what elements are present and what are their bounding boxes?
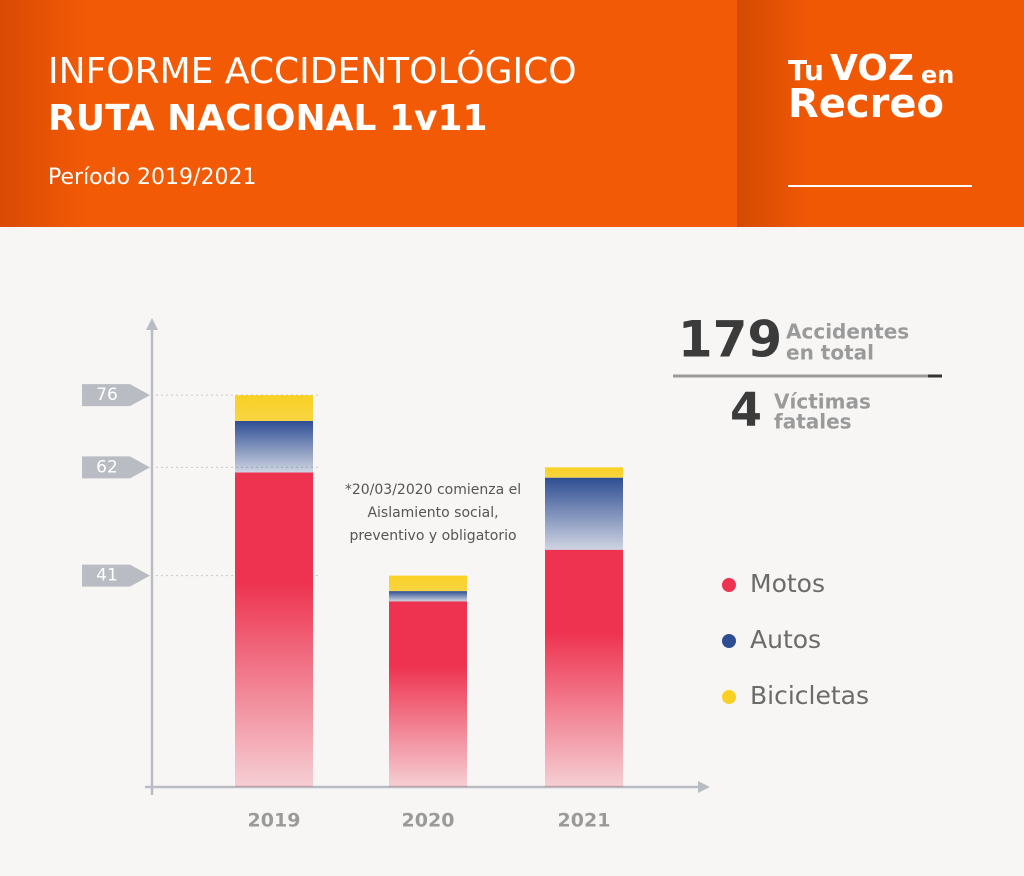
x-tick-label: 2019 <box>248 810 301 832</box>
stat-label: Víctimas <box>774 390 871 414</box>
bar-segment <box>235 420 313 473</box>
legend-label: Autos <box>750 625 821 654</box>
tick-tag <box>82 384 150 407</box>
y-tick-label: 41 <box>96 566 118 586</box>
bar-segment <box>389 591 467 602</box>
logo-text: VOZ <box>830 48 914 89</box>
annotation: preventivo y obligatorio <box>349 528 516 544</box>
subtitle: Período 2019/2021 <box>48 165 256 190</box>
legend-label: Motos <box>750 569 825 598</box>
legend-marker <box>722 634 736 648</box>
bar-segment <box>545 467 623 478</box>
bar-segment <box>235 472 313 787</box>
annotation: Aislamiento social, <box>367 505 498 521</box>
y-tick-label: 76 <box>96 385 118 405</box>
bar-segment <box>389 601 467 787</box>
tick-tag <box>82 456 150 479</box>
stat-number: 179 <box>678 311 782 369</box>
logo-text: Tu <box>788 54 824 87</box>
header-band <box>0 0 737 227</box>
legend-marker <box>722 578 736 592</box>
x-tick-label: 2021 <box>558 810 611 832</box>
title: INFORME ACCIDENTOLÓGICO <box>48 50 577 92</box>
stat-label: en total <box>786 341 874 365</box>
stat-number: 4 <box>730 383 762 437</box>
axis-arrow <box>146 318 158 330</box>
bar-segment <box>545 549 623 787</box>
title: RUTA NACIONAL 1v11 <box>48 98 488 139</box>
axis-arrow <box>698 781 710 793</box>
tick-tag <box>82 564 150 587</box>
stat-label: fatales <box>774 410 852 434</box>
logo-text: en <box>921 61 954 89</box>
legend-label: Bicicletas <box>750 681 869 710</box>
logo-band <box>737 0 1024 227</box>
bar-segment <box>235 395 313 421</box>
bar-segment <box>389 575 467 592</box>
logo-text: Recreo <box>788 81 944 127</box>
annotation: *20/03/2020 comienza el <box>345 482 521 498</box>
y-tick-label: 62 <box>96 457 118 477</box>
x-tick-label: 2020 <box>402 810 455 832</box>
bar-segment <box>545 477 623 550</box>
legend-marker <box>722 690 736 704</box>
stat-label: Accidentes <box>786 320 909 344</box>
